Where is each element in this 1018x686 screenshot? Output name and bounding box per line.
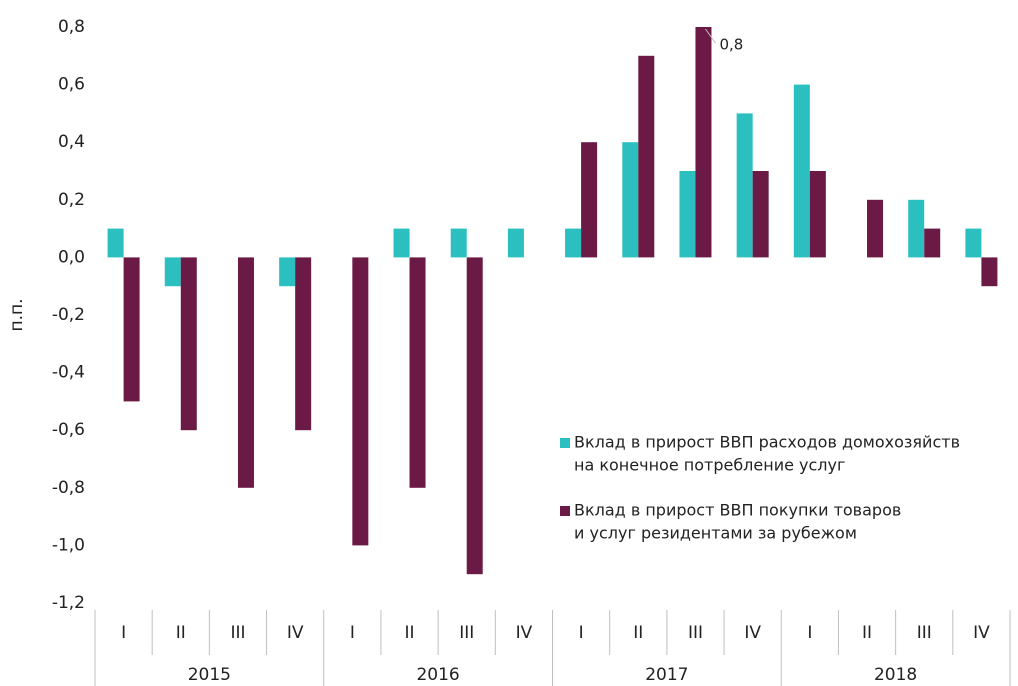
bar [908, 199, 925, 258]
bar [924, 228, 941, 258]
annotation: 0,8 [719, 36, 743, 54]
legend-label: на конечное потребление услуг [574, 456, 845, 475]
x-tick-label: II [862, 623, 872, 643]
bar [695, 27, 712, 258]
y-tick-label: 0,6 [58, 75, 85, 95]
bar [279, 257, 296, 287]
x-tick-label: I [350, 623, 355, 643]
x-tick-label: I [807, 623, 812, 643]
y-tick-label: -0,2 [52, 305, 85, 325]
bar [965, 228, 982, 258]
x-tick-label: I [579, 623, 584, 643]
bar [466, 257, 483, 575]
y-tick-label: 0,4 [58, 132, 85, 152]
bar [237, 257, 254, 488]
x-tick-label: III [917, 623, 932, 643]
bar [180, 257, 197, 431]
bar [809, 171, 826, 258]
bar [164, 257, 181, 287]
y-tick-label: -0,6 [52, 420, 85, 440]
x-tick-label: IV [287, 623, 304, 643]
bar [352, 257, 369, 546]
y-tick-label: -0,8 [52, 478, 85, 498]
bar [981, 257, 998, 287]
x-tick-label: III [230, 623, 245, 643]
x-tick-label: I [121, 623, 126, 643]
x-tick-label: II [633, 623, 643, 643]
annotation-leader [705, 28, 716, 44]
bar [793, 84, 810, 258]
x-tick-label: III [459, 623, 474, 643]
legend-swatch [560, 506, 570, 516]
y-axis-label: п.п. [7, 298, 27, 331]
y-tick-label: -1,2 [52, 593, 85, 613]
x-tick-label: II [405, 623, 415, 643]
legend-label: и услуг резидентами за рубежом [574, 524, 857, 543]
x-tick-label: IV [973, 623, 990, 643]
bar [581, 142, 598, 258]
y-tick-label: -1,0 [52, 535, 85, 555]
bar [507, 228, 524, 258]
x-group-label: 2018 [874, 665, 917, 685]
x-tick-label: III [688, 623, 703, 643]
bar [622, 142, 639, 258]
x-tick-label: IV [516, 623, 533, 643]
x-tick-label: IV [744, 623, 761, 643]
legend-swatch [560, 438, 570, 448]
legend-label: Вклад в прирост ВВП расходов домохозяйст… [574, 433, 960, 452]
y-tick-label: 0,8 [58, 17, 85, 37]
bar [736, 113, 753, 258]
bar [123, 257, 140, 402]
bar [867, 199, 884, 258]
y-tick-label: -0,4 [52, 363, 85, 383]
x-tick-label: II [176, 623, 186, 643]
y-tick-label: 0,2 [58, 190, 85, 210]
bar [565, 228, 582, 258]
bar [638, 55, 655, 258]
y-tick-label: 0,0 [58, 247, 85, 267]
bar [107, 228, 124, 258]
bar [679, 171, 696, 258]
x-group-label: 2015 [188, 665, 231, 685]
legend-label: Вклад в прирост ВВП покупки товаров [574, 501, 901, 520]
bar [409, 257, 426, 488]
bar [393, 228, 410, 258]
bar [295, 257, 312, 431]
x-group-label: 2016 [416, 665, 459, 685]
bar [752, 171, 769, 258]
bar [450, 228, 467, 258]
x-group-label: 2017 [645, 665, 688, 685]
